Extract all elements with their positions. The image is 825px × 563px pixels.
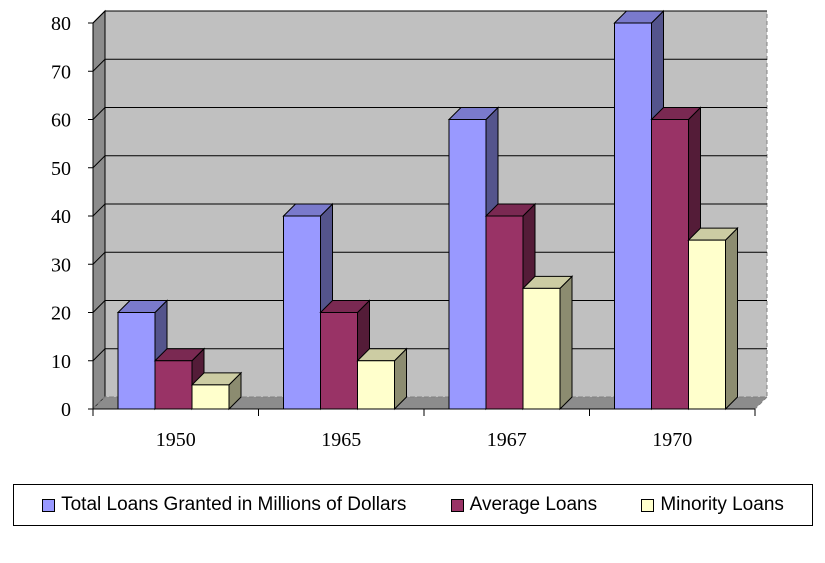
bar-side [725, 226, 738, 411]
legend-label-total-loans: Total Loans Granted in Millions of Dolla… [61, 494, 407, 515]
bar-front [448, 119, 487, 410]
bar [687, 226, 739, 411]
y-tick-label: 80 [51, 13, 71, 35]
legend-item-minority-loans: Minority Loans [641, 494, 784, 516]
bar-front [651, 119, 689, 410]
x-tick-label: 1970 [652, 429, 692, 451]
legend-item-average-loans: Average Loans [450, 494, 598, 516]
bar-side [559, 275, 573, 411]
bar-front [485, 215, 524, 410]
legend-label-average-loans: Average Loans [469, 494, 598, 515]
gridline [92, 58, 767, 72]
y-tick-label: 70 [51, 61, 71, 83]
y-tick-label: 10 [51, 351, 71, 373]
gridline [92, 107, 767, 120]
bar-front [191, 384, 230, 410]
legend-item-total-loans: Total Loans Granted in Millions of Dolla… [42, 494, 406, 516]
bar [190, 371, 243, 411]
y-tick-label: 40 [51, 206, 71, 228]
legend-swatch-average-loans [450, 498, 464, 512]
y-tick-label: 20 [51, 303, 71, 325]
legend-swatch-total-loans [42, 498, 56, 512]
bar-chart: 0 10 20 30 40 50 60 70 80 1950 1965 1967 1970 [51, 9, 769, 451]
y-tick-labels: 0 10 20 30 40 50 60 70 80 [51, 13, 71, 421]
bar-front [154, 360, 193, 410]
axes [88, 22, 756, 416]
gridline [92, 203, 767, 217]
y-tick-label: 30 [51, 254, 71, 276]
bar-front [522, 287, 561, 410]
y-tick-label: 0 [61, 399, 71, 421]
gridline [92, 10, 767, 24]
bar-front [357, 360, 395, 410]
y-tick-label: 50 [51, 158, 71, 180]
floor [91, 396, 769, 410]
bars [116, 9, 739, 411]
bar-front [614, 22, 652, 410]
gridline [92, 251, 767, 265]
x-tick-label: 1967 [487, 429, 527, 451]
bar-front [320, 312, 358, 410]
x-tick-labels: 1950 1965 1967 1970 [156, 429, 693, 451]
y-tick-label: 60 [51, 110, 71, 132]
bar [356, 347, 408, 411]
legend: Total Loans Granted in Millions of Dolla… [13, 484, 813, 526]
bar [521, 275, 574, 411]
bar-front [117, 312, 156, 410]
gridline [92, 155, 767, 169]
bar-front [283, 215, 321, 410]
legend-swatch-minority-loans [641, 498, 655, 512]
legend-label-minority-loans: Minority Loans [660, 494, 784, 515]
x-tick-label: 1950 [156, 429, 196, 451]
x-tick-label: 1965 [321, 429, 361, 451]
bar-front [688, 239, 726, 410]
